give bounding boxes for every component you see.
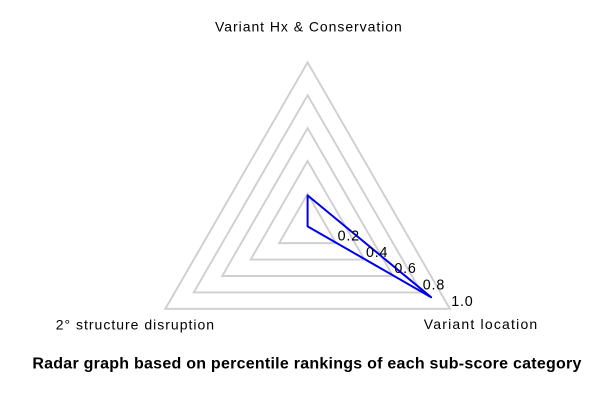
svg-text:2° structure disruption: 2° structure disruption — [56, 316, 215, 332]
svg-text:0.4: 0.4 — [366, 245, 388, 261]
svg-text:1.0: 1.0 — [451, 294, 473, 310]
svg-text:0.6: 0.6 — [394, 261, 416, 277]
svg-text:Variant Hx & Conservation: Variant Hx & Conservation — [215, 19, 403, 35]
svg-text:0.8: 0.8 — [423, 278, 445, 294]
svg-text:Radar graph based on percentil: Radar graph based on percentile rankings… — [32, 356, 581, 373]
svg-text:0.2: 0.2 — [338, 228, 360, 244]
svg-text:Variant location: Variant location — [424, 316, 539, 332]
